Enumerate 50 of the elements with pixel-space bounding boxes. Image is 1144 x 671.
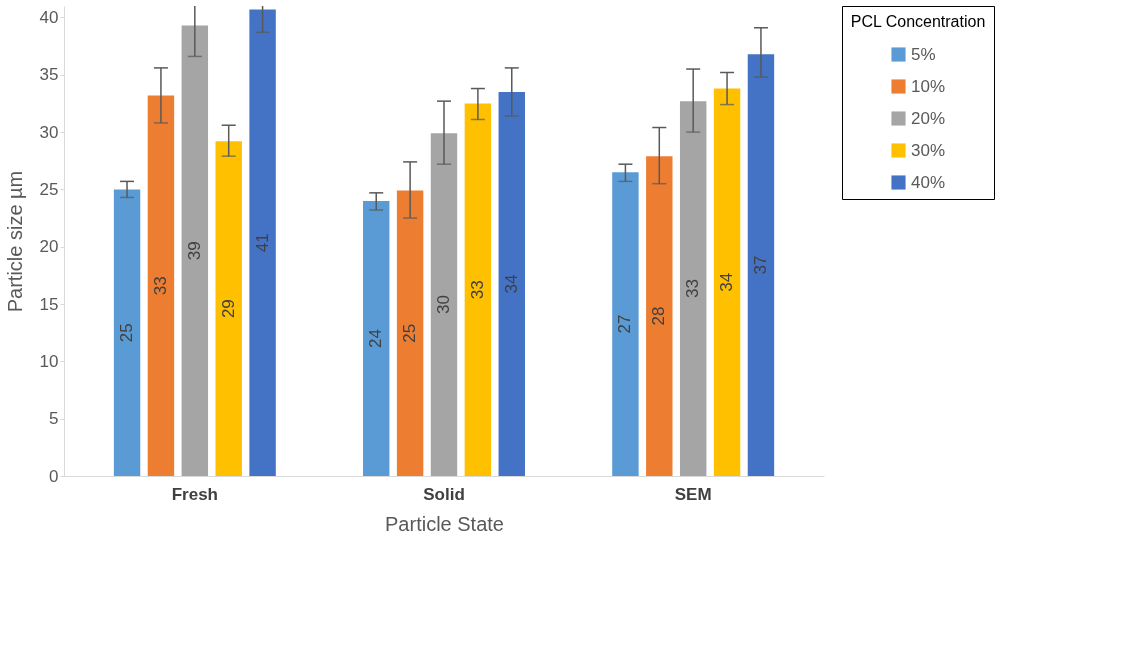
data-label: 25: [117, 323, 137, 343]
x-axis-title: Particle State: [385, 512, 504, 535]
x-tick-label: SEM: [674, 484, 712, 504]
bar: [430, 133, 458, 476]
data-label: 37: [750, 255, 770, 275]
data-label: 28: [649, 306, 669, 326]
bar: [679, 101, 707, 476]
bar: [646, 156, 673, 476]
legend-title: PCL Concentration: [850, 13, 986, 30]
y-tick-label: 20: [39, 237, 59, 257]
data-label: 25: [400, 323, 420, 343]
y-tick-label: 40: [39, 7, 59, 27]
y-tick-label: 0: [49, 466, 59, 486]
data-label: 27: [615, 314, 635, 334]
data-label: 33: [683, 279, 703, 299]
bar: [747, 54, 775, 476]
x-tick-label: Solid: [423, 484, 465, 504]
bar: [249, 9, 276, 476]
bar: [464, 103, 492, 476]
bar: [147, 95, 175, 476]
bar: [498, 91, 525, 476]
data-label: 30: [434, 295, 453, 315]
legend-label: 5%: [911, 44, 936, 64]
legend-label: 40%: [911, 172, 946, 192]
y-tick-label: 25: [39, 179, 59, 199]
bar: [396, 190, 424, 476]
legend-label: 10%: [911, 76, 946, 96]
bar: [113, 189, 141, 476]
bar: [363, 200, 390, 476]
data-label: 33: [150, 276, 170, 296]
data-label: 24: [366, 328, 386, 348]
data-label: 33: [467, 280, 487, 300]
data-label: 39: [184, 241, 204, 261]
y-tick-label: 10: [39, 351, 59, 371]
bar: [215, 141, 242, 476]
y-tick-label: 15: [39, 294, 59, 314]
legend-label: 30%: [911, 140, 946, 160]
data-label: 41: [252, 233, 272, 253]
bar: [181, 25, 209, 476]
bar: [612, 172, 639, 476]
y-tick-label: 5: [49, 409, 59, 429]
data-label: 29: [218, 299, 238, 319]
bar: [713, 88, 741, 476]
data-label: 34: [717, 272, 737, 292]
y-tick-label: 35: [39, 65, 59, 85]
x-tick-label: Fresh: [171, 484, 218, 504]
y-axis-title: Particle size µm: [3, 170, 26, 313]
data-label: 34: [501, 274, 521, 294]
y-tick-label: 30: [39, 122, 59, 142]
legend-label: 20%: [911, 108, 946, 128]
